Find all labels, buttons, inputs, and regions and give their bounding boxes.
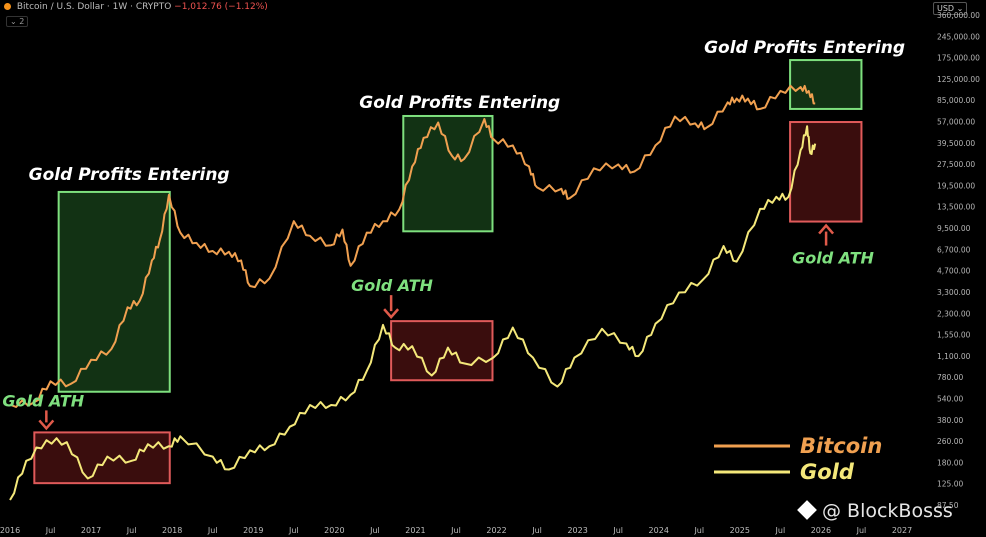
time-tick-label: Jul: [612, 526, 623, 535]
annotation-boxes: [33, 59, 863, 485]
time-tick-label: 2018: [162, 526, 182, 535]
chevron-down-icon: ⌄: [10, 17, 17, 26]
time-tick-label: Jul: [775, 526, 786, 535]
legend-label-bitcoin: Bitcoin: [800, 434, 882, 458]
currency-label: USD: [937, 4, 955, 13]
price-tick-label: 180.00: [937, 458, 963, 467]
price-tick-label: 27,500.00: [937, 160, 975, 169]
price-tick-label: 540.00: [937, 394, 963, 403]
ann-green-box-2: [402, 114, 494, 233]
price-tick-label: 125.00: [937, 480, 963, 489]
price-tick-label: 3,300.00: [937, 288, 971, 297]
symbol-title[interactable]: Bitcoin / U.S. Dollar · 1W · CRYPTO: [16, 2, 172, 12]
price-tick-label: 85,000.00: [937, 96, 975, 105]
price-tick-label: 6,700.00: [937, 245, 971, 254]
price-tick-label: 780.00: [937, 373, 963, 382]
legend-label-gold: Gold: [800, 460, 855, 484]
price-axis: 360,000.00 245,000.00 175,000.00 125,000.00…: [937, 11, 980, 510]
ann-green-box-1: [57, 190, 171, 393]
time-tick-label: Jul: [288, 526, 299, 535]
price-tick-label: 2,300.00: [937, 309, 971, 318]
time-tick-label: Jul: [45, 526, 56, 535]
price-tick-label: 380.00: [937, 416, 963, 425]
time-tick-label: Jul: [693, 526, 704, 535]
gold-ath-label-2: Gold ATH: [351, 276, 433, 295]
time-tick-label: Jul: [450, 526, 461, 535]
price-tick-label: 39,500.00: [937, 139, 975, 148]
ann-red-box-1: [33, 431, 171, 485]
time-tick-label: Jul: [531, 526, 542, 535]
gold-profits-label-3: Gold Profits Entering: [704, 38, 905, 58]
watermark-handle: @ BlockBosss: [822, 500, 953, 522]
price-tick-label: 57,000.00: [937, 118, 975, 127]
price-tick-label: 360,000.00: [937, 11, 980, 20]
currency-selector[interactable]: USD ⌄: [933, 2, 968, 15]
time-tick-label: 2025: [730, 526, 750, 535]
time-tick-label: 2021: [405, 526, 425, 535]
time-tick-label: 2022: [486, 526, 506, 535]
gold-profits-label-1: Gold Profits Entering: [29, 165, 230, 185]
gold-ath-label-1: Gold ATH: [2, 391, 84, 410]
gold-series-line: [9, 125, 817, 501]
chart-header: Bitcoin / U.S. Dollar · 1W · CRYPTO −1,0…: [4, 2, 268, 12]
time-tick-label: Jul: [126, 526, 137, 535]
time-tick-label: 2020: [324, 526, 344, 535]
time-tick-label: 2019: [243, 526, 263, 535]
price-tick-label: 245,000.00: [937, 32, 980, 41]
price-change: −1,012.76 (−1.12%): [174, 2, 268, 12]
series-lines: [9, 84, 817, 501]
time-tick-label: 2017: [81, 526, 101, 535]
time-tick-label: 2024: [649, 526, 669, 535]
arrowhead-icon: [383, 308, 400, 320]
price-tick-label: 175,000.00: [937, 54, 980, 63]
price-tick-label: 1,550.00: [937, 331, 971, 340]
time-tick-label: 2023: [567, 526, 587, 535]
time-tick-label: 2016: [0, 526, 20, 535]
price-tick-label: 260.00: [937, 437, 963, 446]
gold-ath-label-3: Gold ATH: [792, 249, 874, 268]
annotation-labels: Gold Profits Entering Gold Profits Enteri…: [2, 38, 905, 431]
ann-red-box-3: [789, 121, 863, 223]
indicator-count: 2: [19, 17, 25, 26]
time-tick-label: 2026: [811, 526, 831, 535]
price-tick-label: 125,000.00: [937, 75, 980, 84]
price-tick-label: 1,100.00: [937, 352, 971, 361]
indicator-toggle-button[interactable]: ⌄ 2: [6, 16, 29, 27]
diamond-logo-icon: [797, 499, 817, 520]
time-tick-label: Jul: [207, 526, 218, 535]
arrowhead-icon: [818, 223, 835, 235]
ann-green-box-3: [789, 59, 863, 110]
bitcoin-series-line: [9, 84, 816, 408]
price-tick-label: 87.50: [937, 501, 959, 510]
time-tick-label: Jul: [369, 526, 380, 535]
price-tick-label: 4,700.00: [937, 267, 971, 276]
chevron-down-icon: ⌄: [956, 4, 964, 13]
bitcoin-coin-icon: [4, 3, 11, 10]
time-tick-label: 2027: [892, 526, 912, 535]
price-tick-label: 13,500.00: [937, 203, 975, 212]
gold-profits-label-2: Gold Profits Entering: [359, 93, 560, 113]
price-tick-label: 9,500.00: [937, 224, 971, 233]
time-axis: 2016 Jul 2017 Jul 2018 Jul 2019 Jul 2020 Jul 2021 J…: [0, 526, 912, 535]
watermark: @ BlockBosss: [797, 499, 953, 522]
price-tick-label: 19,500.00: [937, 181, 975, 190]
ann-red-box-2: [390, 320, 494, 382]
time-tick-label: Jul: [856, 526, 867, 535]
arrowhead-icon: [38, 419, 55, 431]
